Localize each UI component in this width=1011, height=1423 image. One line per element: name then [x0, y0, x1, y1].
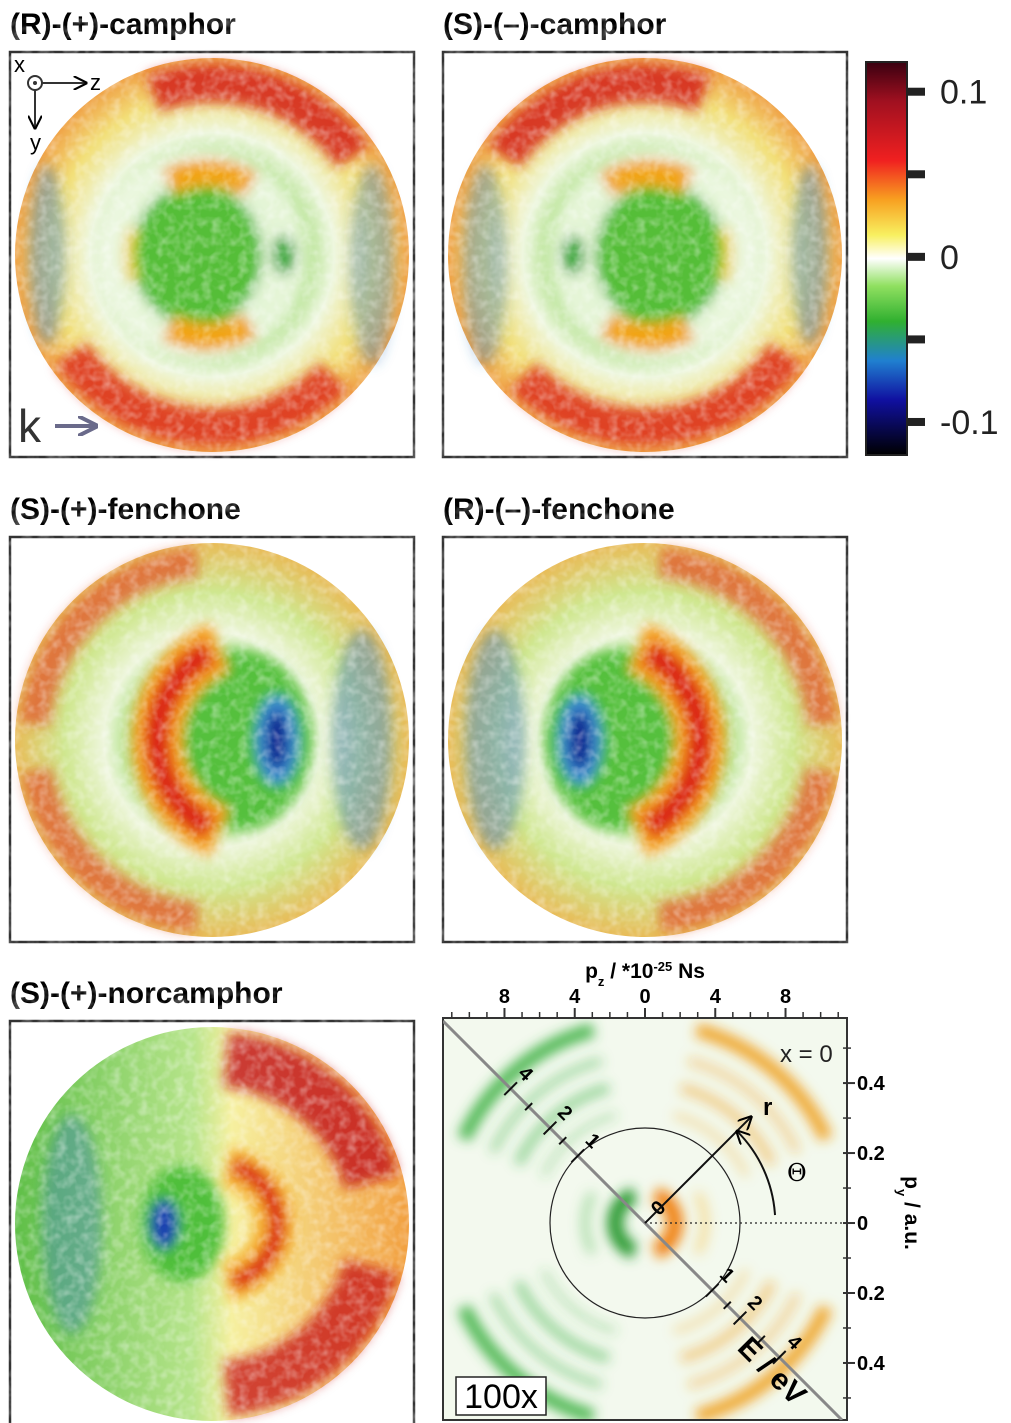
ring-left: [513, 1082, 611, 1167]
colorbar-tick: [907, 252, 925, 261]
speckle: [15, 1027, 409, 1421]
energy-tick: [542, 1120, 558, 1136]
disc-image: [448, 543, 842, 937]
energy-tick: [503, 1081, 518, 1096]
disc-image: [15, 543, 409, 937]
ring-right: [694, 1304, 833, 1420]
y-tick-label: 0.4: [857, 1073, 886, 1095]
energy-tick: [772, 1350, 787, 1365]
ring-left: [457, 1023, 596, 1142]
k-label: k: [18, 400, 42, 452]
colorbar-tick: [907, 87, 925, 96]
colorbar-label: 0.1: [940, 74, 987, 112]
panel-title: (S)-(+)-norcamphor: [10, 977, 283, 1010]
sim-background: [443, 1018, 847, 1420]
energy-tick: [558, 1136, 567, 1145]
colorbar: [865, 61, 908, 456]
angle-label: Θ: [787, 1159, 807, 1187]
ring-right: [679, 1082, 777, 1167]
colorbar-tick: [907, 335, 925, 344]
x-tick-label: 8: [499, 986, 510, 1008]
sim-rings: [457, 1023, 833, 1420]
ring-left: [540, 1111, 617, 1177]
angle-arc: [737, 1131, 776, 1216]
x-axis-title-part: -25: [653, 959, 672, 974]
y-axis-title-part: p: [900, 1176, 923, 1189]
energy-tick: [524, 1102, 533, 1111]
x-tick-label: 0: [639, 986, 650, 1008]
radius-arrow: [644, 1117, 751, 1224]
energy-tick: [732, 1310, 748, 1326]
ring-left: [489, 1056, 603, 1154]
energy-axis: [443, 1019, 844, 1420]
x-tick-label: 4: [710, 986, 722, 1008]
magnification: 100x: [464, 1378, 538, 1416]
sim-image: [457, 1023, 833, 1420]
x-axis-title-part: z: [598, 974, 605, 989]
y-axis-title: py / a.u.: [895, 1176, 924, 1250]
x-axis-title-part: Ns: [672, 960, 705, 983]
x-tick-label: 8: [780, 986, 791, 1008]
ring-right: [687, 1056, 801, 1154]
ring-right: [694, 1023, 833, 1142]
ring-right: [673, 1111, 750, 1177]
panel-title: (R)-(+)-camphor: [10, 8, 236, 41]
x-tick-label: 4: [569, 986, 581, 1008]
disc-image: [15, 58, 409, 452]
ring-left: [489, 1292, 603, 1390]
panel-title: (S)-(–)-camphor: [443, 8, 667, 41]
colorbar-label: -0.1: [940, 404, 999, 442]
axis-letter: x: [14, 52, 25, 77]
y-tick-label: 0.2: [857, 1143, 885, 1165]
y-tick-label: 0: [857, 1213, 868, 1235]
ring-left: [513, 1280, 611, 1364]
speckle: [448, 543, 842, 937]
panel-title: (R)-(–)-fenchone: [443, 493, 675, 526]
energy-tick: [757, 1335, 766, 1344]
disc-image: [15, 1027, 409, 1421]
ring-left: [540, 1269, 617, 1335]
axis-letter: z: [90, 70, 101, 95]
speckle: [15, 543, 409, 937]
y-tick-label: 0.4: [857, 1353, 886, 1375]
ring-right: [687, 1292, 801, 1390]
magnification-box: [455, 1376, 547, 1416]
ring-right: [673, 1269, 750, 1335]
colorbar-tick: [907, 417, 925, 426]
energy-tick: [723, 1301, 732, 1310]
disc-image: [448, 58, 842, 452]
energy-tick: [570, 1148, 585, 1163]
ring-left: [457, 1304, 596, 1420]
speckle: [448, 58, 842, 452]
x-axis-title: pz / *10-25 Ns: [585, 959, 705, 989]
ring-left: [581, 1191, 597, 1256]
x-axis-title-part: / *10: [604, 960, 653, 983]
speckle: [15, 58, 409, 452]
radius-label: r: [763, 1094, 772, 1121]
colorbar-tick: [907, 170, 925, 179]
x-axis-title-part: p: [585, 960, 598, 983]
axis-letter: y: [30, 130, 41, 155]
y-tick-label: 0.2: [857, 1283, 885, 1305]
colorbar-label: 0: [940, 239, 959, 277]
annotation: x = 0: [780, 1041, 833, 1068]
panel-title: (S)-(+)-fenchone: [10, 493, 241, 526]
y-axis-title-part: / a.u.: [900, 1196, 923, 1250]
ring-right: [652, 1187, 683, 1259]
y-axis-title-part: y: [895, 1189, 910, 1197]
axis-origin-dot: [33, 81, 37, 85]
energy-tick: [705, 1283, 720, 1298]
ring-right: [679, 1280, 777, 1364]
ring-left: [607, 1187, 638, 1259]
